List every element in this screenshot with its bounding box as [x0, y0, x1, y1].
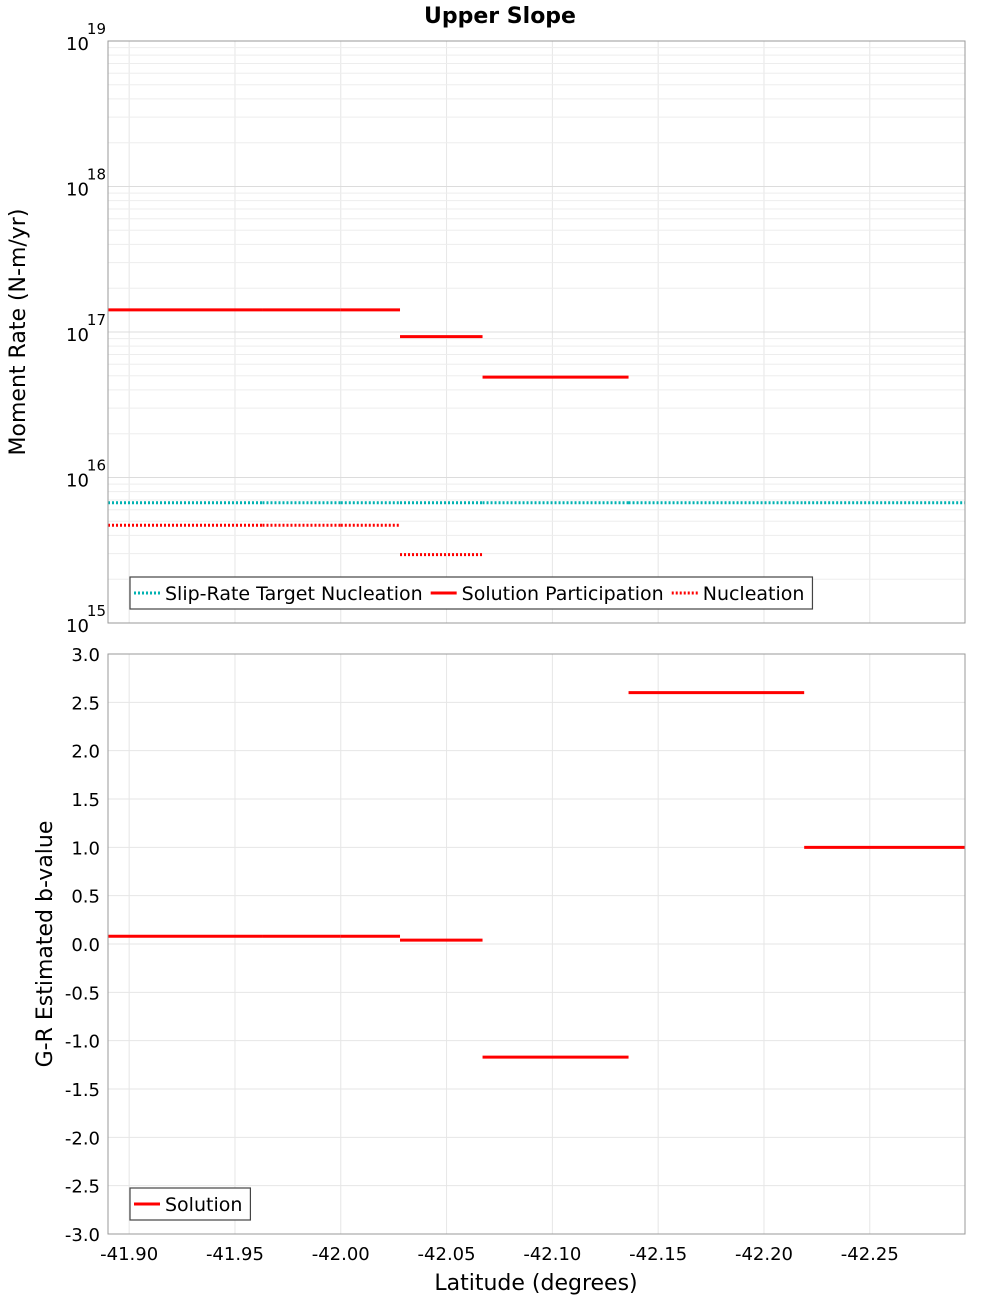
chart-title: Upper Slope	[424, 4, 576, 29]
moment-rate-plot-frame	[107, 40, 966, 624]
y-tick-label: 1.0	[71, 838, 100, 859]
x-tick-label: -42.00	[312, 1244, 370, 1265]
y-tick-label: -0.5	[65, 983, 100, 1004]
y-tick-label: 1019	[66, 20, 106, 55]
moment-rate-legend: Slip-Rate Target Nucleation Solution Part…	[129, 576, 814, 610]
moment-rate-y-axis-label: Moment Rate (N-m/yr)	[6, 209, 31, 456]
x-axis-ticks: -41.90 -41.95 -42.00 -42.05 -42.10 -42.15 -42.…	[100, 1244, 899, 1265]
y-tick-label: 1018	[66, 166, 106, 201]
x-tick-label: -42.15	[629, 1244, 687, 1265]
x-tick-label: -41.90	[100, 1244, 158, 1265]
x-tick-label: -41.95	[206, 1244, 264, 1265]
b-value-plot-frame	[107, 653, 966, 1235]
y-tick-label: 0.0	[71, 935, 100, 956]
moment-rate-panel: 1015 1016 1017 1018 1019 Moment Rate (N-m/yr…	[6, 20, 966, 637]
y-tick-label: 3.0	[71, 645, 100, 666]
y-tick-label: -1.0	[65, 1032, 100, 1053]
x-tick-label: -42.20	[735, 1244, 793, 1265]
y-tick-label: 1016	[66, 457, 106, 492]
y-tick-label: 1017	[66, 311, 106, 346]
b-value-grid	[108, 653, 965, 1235]
moment-rate-y-ticks: 1015 1016 1017 1018 1019	[66, 20, 106, 637]
b-value-legend: Solution	[129, 1187, 252, 1221]
b-value-panel: 3.0 2.5 2.0 1.5 1.0 0.5 0.0 -0.5 -1.0 -1.5 -2.0 -2.…	[33, 645, 966, 1246]
x-tick-label: -42.05	[418, 1244, 476, 1265]
y-tick-label: 2.0	[71, 742, 100, 763]
x-tick-label: -42.10	[523, 1244, 581, 1265]
moment-rate-grid	[108, 41, 965, 624]
legend-entry: Nucleation	[703, 583, 805, 605]
b-value-series	[108, 691, 965, 1059]
y-tick-label: -1.5	[65, 1080, 100, 1101]
legend-entry: Slip-Rate Target Nucleation	[165, 583, 423, 605]
y-tick-label: -2.5	[65, 1177, 100, 1198]
y-tick-label: -3.0	[65, 1225, 100, 1246]
x-axis-label: Latitude (degrees)	[434, 1271, 637, 1296]
y-tick-label: 1015	[66, 602, 106, 637]
y-tick-label: 2.5	[71, 693, 100, 714]
y-tick-label: -2.0	[65, 1128, 100, 1149]
b-value-y-ticks: 3.0 2.5 2.0 1.5 1.0 0.5 0.0 -0.5 -1.0 -1.5 -2.0 -2.…	[65, 645, 100, 1246]
legend-box	[129, 576, 814, 610]
y-tick-label: 0.5	[71, 887, 100, 908]
y-tick-label: 1.5	[71, 790, 100, 811]
legend-entry: Solution Participation	[462, 583, 664, 605]
b-value-y-axis-label: G-R Estimated b-value	[33, 821, 58, 1068]
legend-entry: Solution	[165, 1194, 242, 1216]
x-tick-label: -42.25	[841, 1244, 899, 1265]
moment-rate-series	[108, 308, 965, 557]
